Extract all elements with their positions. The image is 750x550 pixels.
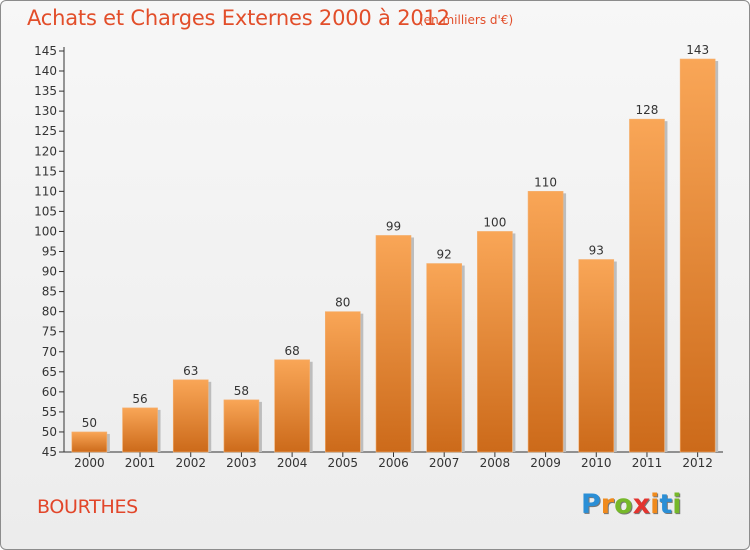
x-tick-label: 2010 [581, 456, 612, 470]
logo-letter: i [672, 489, 682, 520]
y-tick-label: 50 [42, 425, 57, 439]
bar-value-label: 80 [335, 296, 350, 310]
bar-2009 [527, 191, 564, 453]
logo-letter: r [600, 489, 615, 520]
bar-value-label: 63 [183, 364, 198, 378]
y-tick-label: 100 [34, 224, 57, 238]
bar-2005 [325, 311, 361, 453]
bar-2002 [172, 379, 209, 453]
y-tick-label: 60 [42, 385, 57, 399]
y-tick-label: 80 [42, 305, 57, 319]
bar-value-label: 68 [284, 344, 299, 358]
y-tick-label: 55 [42, 405, 57, 419]
chart-subtitle: (en milliers d'€) [419, 13, 514, 27]
y-tick-label: 85 [42, 285, 57, 299]
bar-value-label: 128 [636, 103, 659, 117]
x-tick-label: 2008 [480, 456, 511, 470]
y-tick-label: 95 [42, 245, 57, 259]
x-tick-label: 2005 [328, 456, 359, 470]
y-tick-label: 125 [34, 124, 57, 138]
logo-letter: P [581, 489, 601, 520]
logo-letter: t [659, 489, 673, 520]
x-tick-label: 2012 [682, 456, 713, 470]
proxiti-logo: Proxiti [581, 489, 682, 520]
y-tick-label: 115 [34, 164, 57, 178]
x-tick-label: 2007 [429, 456, 460, 470]
bar-2007 [426, 263, 462, 453]
bar-value-label: 92 [437, 248, 452, 262]
bar-value-label: 99 [386, 219, 401, 233]
x-tick-label: 2006 [378, 456, 409, 470]
y-tick-label: 90 [42, 265, 57, 279]
bar-2000 [71, 431, 108, 453]
x-tick-label: 2001 [125, 456, 156, 470]
x-tick-label: 2002 [175, 456, 206, 470]
y-tick-label: 45 [42, 445, 57, 459]
x-tick-label: 2009 [530, 456, 561, 470]
bar-value-label: 143 [686, 43, 709, 57]
bar-value-label: 100 [483, 215, 506, 229]
y-tick-label: 75 [42, 325, 57, 339]
y-tick-label: 145 [34, 44, 57, 58]
y-tick-label: 110 [34, 184, 57, 198]
bar-2001 [122, 407, 158, 453]
y-tick-label: 130 [34, 104, 57, 118]
x-tick-label: 2004 [277, 456, 308, 470]
bar-2010 [578, 259, 615, 453]
bar-2003 [223, 399, 260, 453]
commune-name: BOURTHES [37, 496, 138, 518]
x-tick-label: 2011 [632, 456, 663, 470]
bar-value-label: 58 [234, 384, 249, 398]
logo-letter: x [632, 489, 651, 520]
chart-title: Achats et Charges Externes 2000 à 2012 [27, 6, 450, 30]
x-tick-label: 2003 [226, 456, 257, 470]
logo-letter: o [614, 489, 633, 520]
y-tick-label: 120 [34, 144, 57, 158]
bar-2008 [477, 231, 513, 453]
bar-2006 [375, 235, 412, 453]
y-tick-label: 135 [34, 84, 57, 98]
bar-value-label: 110 [534, 175, 557, 189]
y-tick-label: 105 [34, 204, 57, 218]
bar-2011 [629, 118, 665, 453]
logo-letter: i [650, 489, 660, 520]
bar-2012 [679, 58, 716, 453]
bar-value-label: 56 [132, 392, 147, 406]
y-tick-label: 140 [34, 64, 57, 78]
bar-value-label: 93 [589, 244, 604, 258]
y-tick-label: 65 [42, 365, 57, 379]
bar-2004 [274, 359, 310, 453]
bar-value-label: 50 [82, 416, 97, 430]
x-tick-label: 2000 [74, 456, 105, 470]
y-tick-label: 70 [42, 345, 57, 359]
